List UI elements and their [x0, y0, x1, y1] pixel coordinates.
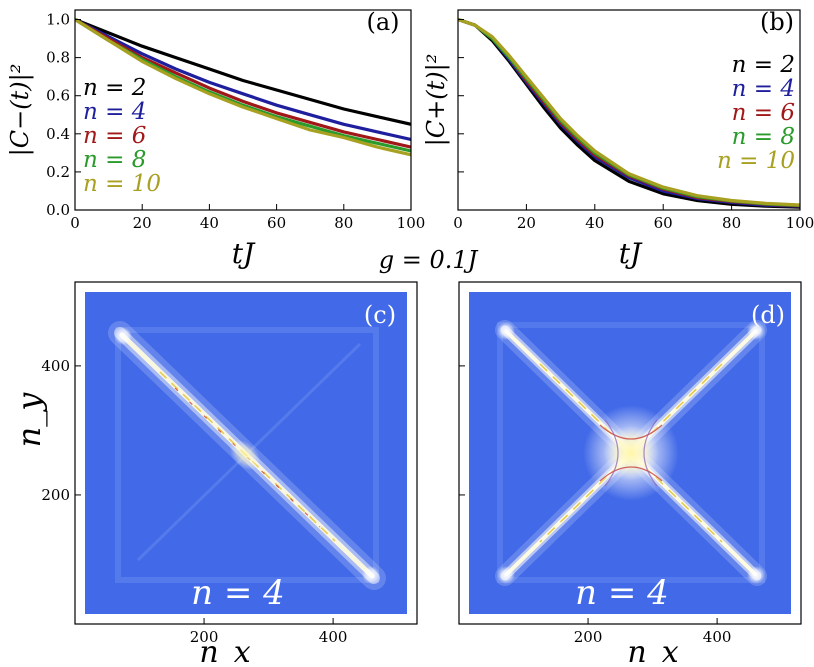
panel-d-y-tick-marks	[459, 365, 465, 496]
legend-entry: n = 2	[732, 52, 795, 78]
series-line-n-2	[75, 18, 411, 126]
x-tick-label: 100	[397, 214, 426, 232]
panel-b-frame	[457, 9, 801, 211]
y-tick-label: 0.0	[46, 201, 70, 219]
panel-b-tag: (b)	[760, 8, 794, 36]
legend-entry: n = 4	[732, 76, 795, 102]
x-tick-label: 60	[654, 214, 673, 232]
legend-entry: n = 6	[83, 123, 146, 149]
panel-b: 0 20 40 60 80 100 (b) tJ |C+(t)|² n = 2n = 4n…	[422, 8, 814, 270]
x-tick-label: 20	[133, 214, 152, 232]
panel-c: 200 400 200 400 (c) n = 4 n_x n_y	[10, 281, 418, 667]
panel-c-x-ticks: 200 400	[190, 618, 348, 646]
y-tick-label: 400	[41, 357, 70, 375]
y-tick-label: 200	[41, 486, 70, 504]
x-tick-label: 20	[517, 214, 536, 232]
series-line-n-4	[75, 18, 411, 142]
panel-c-tag: (c)	[364, 301, 396, 329]
coupling-label: g = 0.1J	[379, 246, 479, 274]
panel-b-series-lines	[458, 17, 800, 209]
x-tick-label: 100	[786, 214, 814, 232]
legend-entry: n = 8	[83, 147, 146, 173]
panel-d-tag: (d)	[751, 301, 785, 329]
legend-entry: n = 10	[717, 148, 795, 174]
panel-d-annotation: n = 4	[575, 573, 669, 613]
panel-b-xlabel: tJ	[619, 237, 643, 270]
x-tick-label: 80	[722, 214, 741, 232]
panel-c-xlabel: n_x	[199, 635, 250, 667]
y-tick-label: 1.0	[46, 11, 70, 29]
y-tick-label: 0.6	[46, 87, 70, 105]
y-tick-label: 0.8	[46, 49, 70, 67]
panel-a: 0 20 40 60 80 100 0.0 0.2 0.4 0.6 0.8 1.0 (a) tJ |…	[6, 8, 425, 270]
x-tick-label: 0	[70, 214, 80, 232]
panel-c-frame	[74, 281, 418, 625]
series-line-n-10	[75, 18, 411, 157]
x-tick-label: 200	[190, 628, 219, 646]
y-tick-label: 0.2	[46, 163, 70, 181]
legend-entry: n = 8	[732, 124, 795, 150]
panel-a-xlabel: tJ	[232, 237, 256, 270]
panel-d-heatmap	[495, 320, 767, 586]
x-tick-label: 200	[574, 628, 603, 646]
panel-c-annotation: n = 4	[191, 573, 285, 613]
panel-d-frame	[458, 281, 802, 625]
x-tick-label: 400	[319, 628, 348, 646]
legend-entry: n = 6	[732, 100, 795, 126]
panel-d-xlabel: n_x	[627, 635, 678, 667]
x-tick-label: 60	[267, 214, 286, 232]
panel-b-legend: n = 2n = 4n = 6n = 8n = 10	[717, 52, 795, 174]
panel-a-legend: n = 2n = 4n = 6n = 8n = 10	[83, 75, 161, 197]
panel-b-x-ticks: 0 20 40 60 80 100	[453, 204, 814, 232]
x-tick-label: 0	[453, 214, 463, 232]
series-line-n-10	[458, 17, 800, 207]
legend-entry: n = 2	[83, 75, 146, 101]
x-tick-label: 400	[703, 628, 732, 646]
legend-entry: n = 10	[83, 171, 161, 197]
legend-entry: n = 4	[83, 99, 146, 125]
panel-a-y-ticks: 0.0 0.2 0.4 0.6 0.8 1.0	[46, 11, 81, 219]
panel-a-ylabel: |C−(t)|²	[6, 64, 35, 157]
panel-b-ylabel: |C+(t)|²	[422, 54, 451, 147]
x-tick-label: 40	[200, 214, 219, 232]
x-tick-label: 40	[585, 214, 604, 232]
panel-c-ylabel: n_y	[10, 392, 48, 448]
panel-d: 200 400 (d) n = 4 n_x	[458, 281, 802, 667]
panel-c-heatmap	[108, 321, 386, 590]
panel-c-y-ticks: 200 400	[41, 357, 81, 504]
series-line-n-6	[75, 18, 411, 149]
panel-d-x-ticks: 200 400	[574, 618, 732, 646]
y-tick-label: 0.4	[46, 125, 70, 143]
panel-a-series-lines	[75, 18, 411, 157]
x-tick-label: 80	[334, 214, 353, 232]
panel-a-frame	[74, 9, 412, 211]
panel-a-tag: (a)	[366, 8, 399, 36]
panel-b-y-tick-marks	[458, 19, 464, 211]
panel-a-x-ticks: 0 20 40 60 80 100	[70, 204, 425, 232]
